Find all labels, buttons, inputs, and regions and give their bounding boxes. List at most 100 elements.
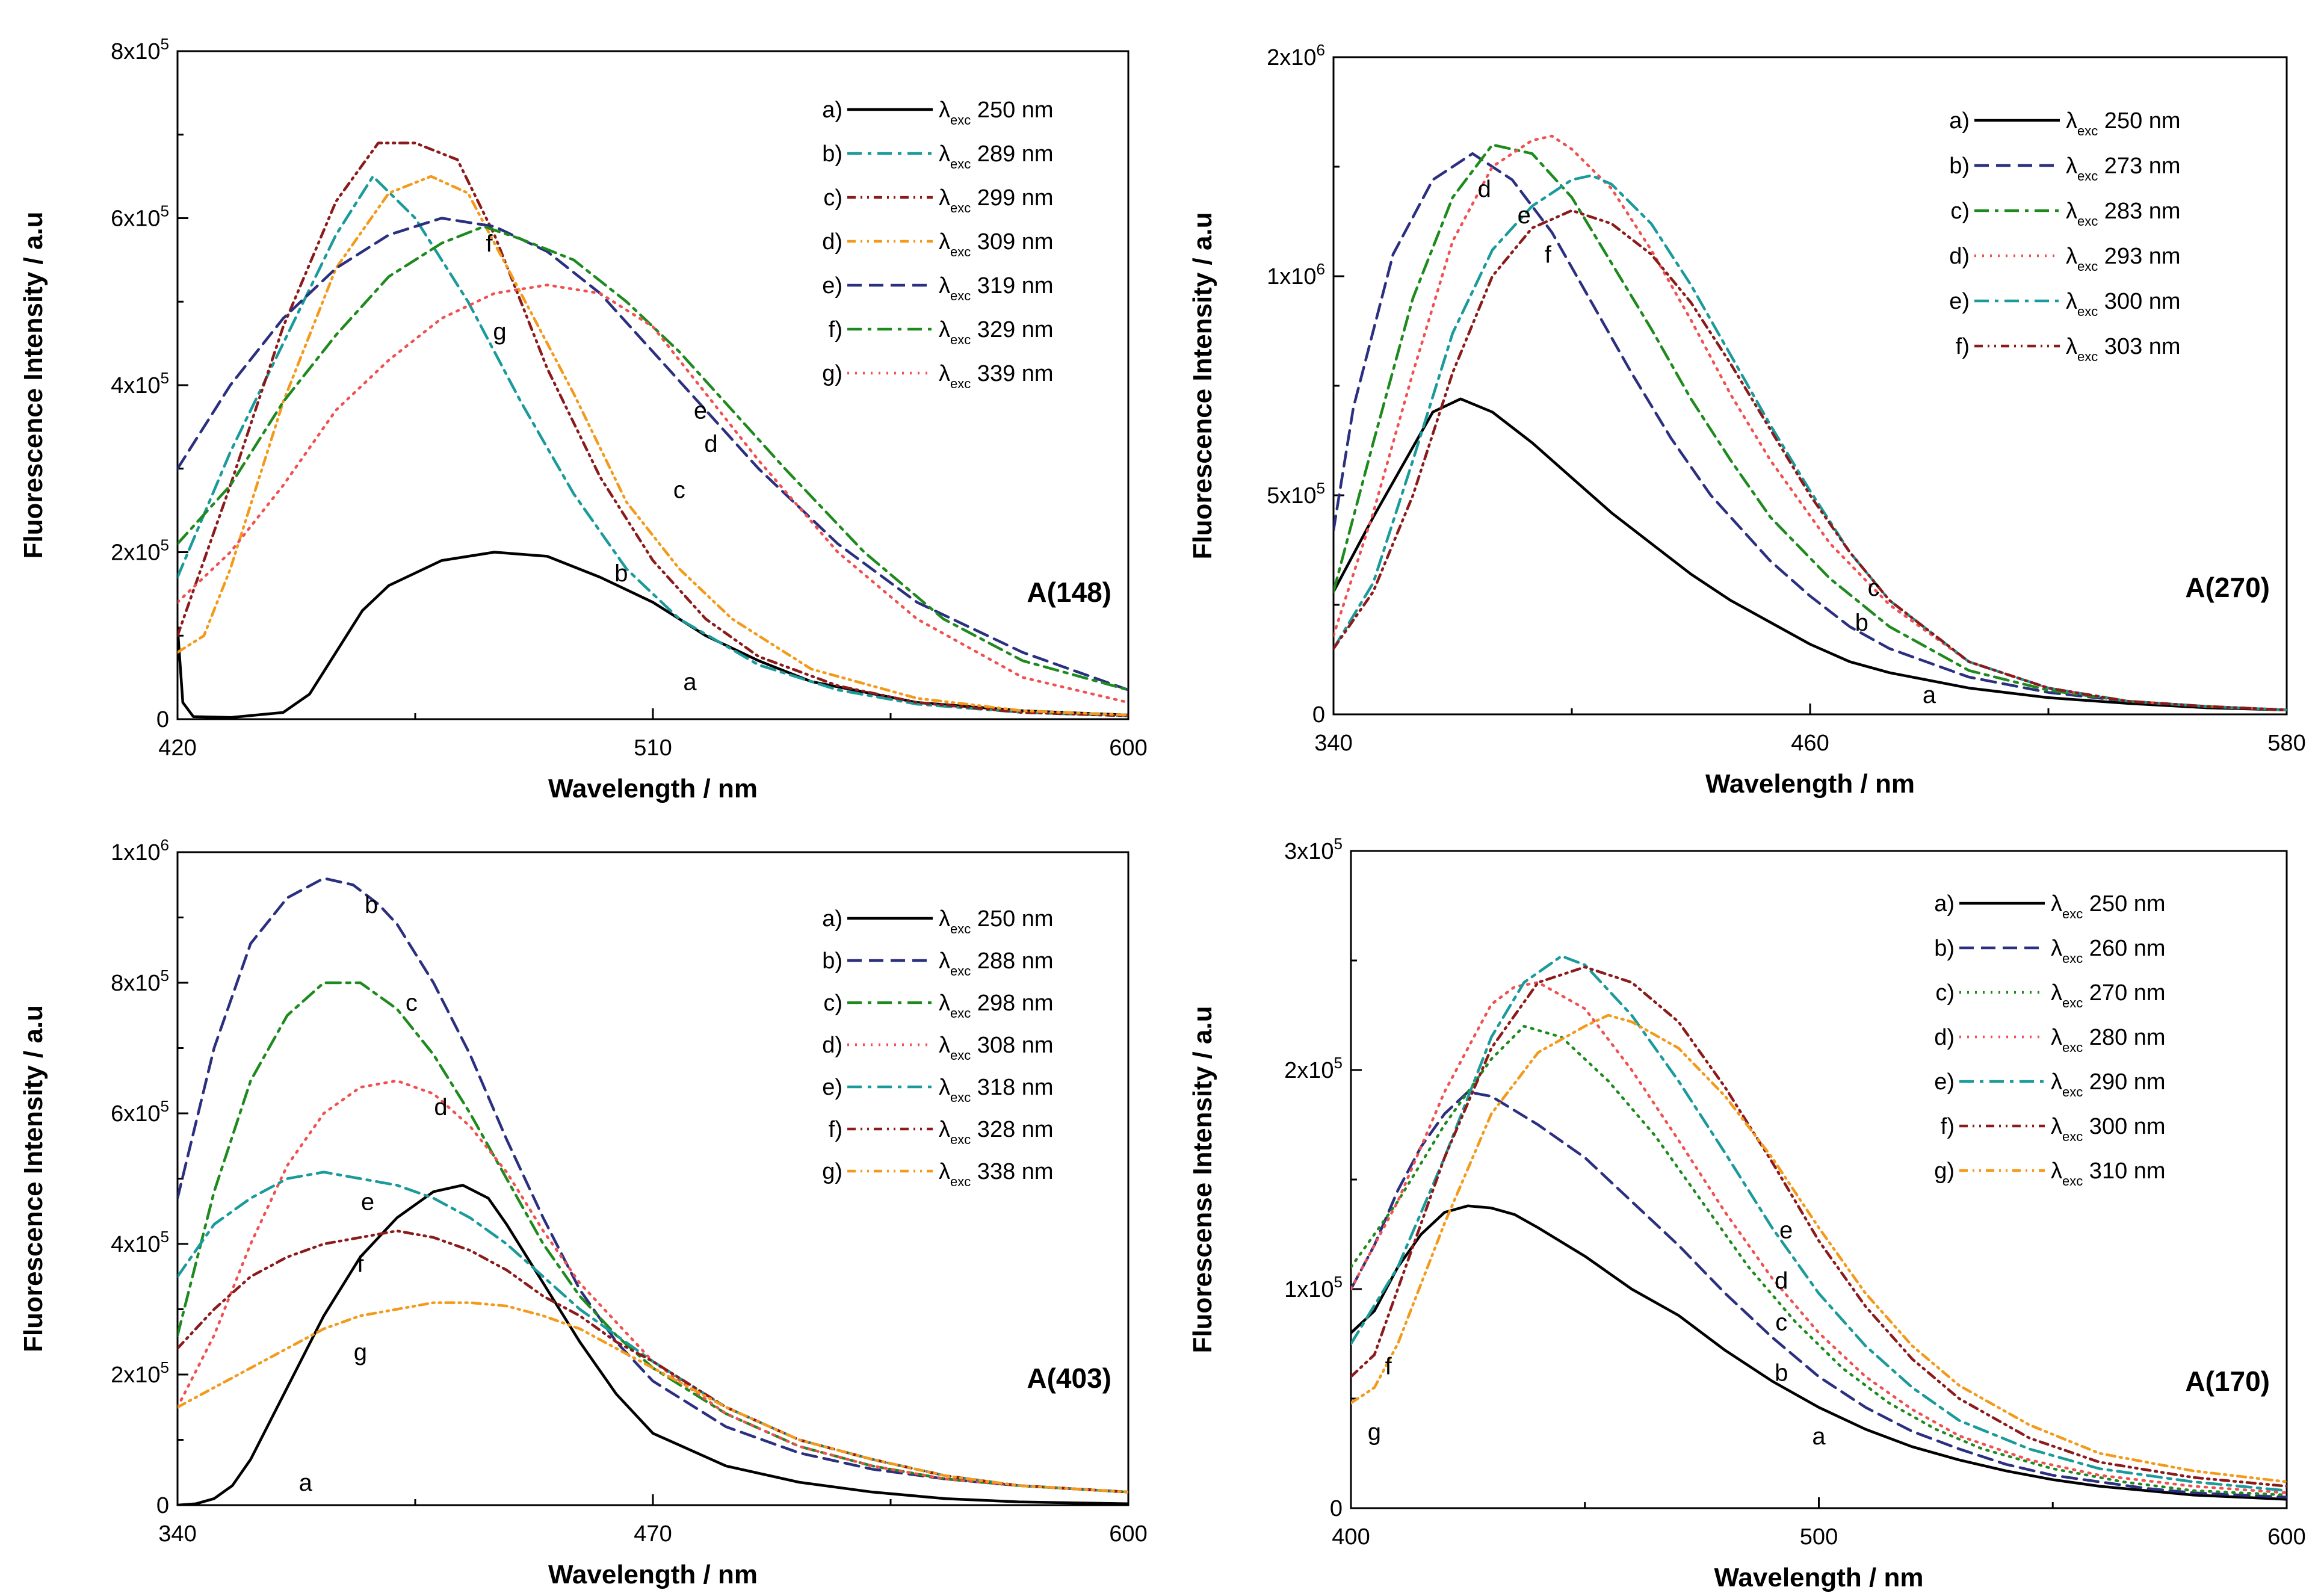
curve-label-e: e [694, 398, 707, 424]
x-axis-title: Wavelength / nm [548, 774, 758, 803]
curve-label-g: g [1368, 1419, 1381, 1446]
legend-prefix: d) [822, 229, 842, 255]
panel-label: A(270) [2185, 572, 2270, 603]
curve-label-f: f [1545, 242, 1552, 268]
series-line-f [178, 1229, 1128, 1494]
legend-prefix: g) [822, 361, 842, 386]
series-line-d [178, 1079, 1128, 1494]
legend-prefix: c) [1935, 980, 1955, 1006]
legend-label: λexc 260 nm [2051, 936, 2166, 966]
series-line-e [1334, 174, 2287, 711]
legend-label: λexc 293 nm [2066, 244, 2181, 274]
legend-label: λexc 300 nm [2051, 1114, 2166, 1144]
panel-label: A(148) [1027, 577, 1111, 608]
x-tick-label: 580 [2267, 731, 2305, 756]
legend-prefix: a) [822, 906, 842, 932]
x-tick-label: 420 [158, 735, 196, 761]
x-tick-label: 600 [2267, 1524, 2305, 1550]
x-tick-label: 500 [1800, 1524, 1838, 1550]
y-tick-label: 2x105 [111, 536, 169, 566]
chart-panel-a170: 400 500 600 0 1x105 2x105 3x105 Wavelength / nm… [1188, 835, 2306, 1592]
curve-label-a: a [1812, 1423, 1826, 1450]
curve-label-g: g [354, 1339, 367, 1366]
legend-prefix: d) [822, 1033, 842, 1058]
series-line-g [1351, 1013, 2287, 1483]
y-tick-label: 3x105 [1284, 835, 1343, 864]
chart-panel-a270: 340 460 580 0 5x105 1x106 2x106 Wavelength / nm… [1188, 41, 2306, 799]
legend-label: λexc 290 nm [2051, 1069, 2166, 1100]
legend-prefix: f) [1941, 1114, 1955, 1139]
series-group [1334, 134, 2287, 711]
curve-label-d: d [434, 1094, 447, 1121]
series-line-g [178, 1301, 1128, 1494]
y-tick-label: 2x106 [1267, 41, 1325, 70]
legend-prefix: d) [1934, 1025, 1955, 1050]
x-tick-label: 460 [1791, 731, 1829, 756]
series-line-c [1334, 143, 2287, 711]
curve-label-f: f [486, 230, 493, 257]
curve-label-a: a [683, 669, 697, 696]
y-tick-label: 1x105 [1284, 1273, 1343, 1302]
curve-label-f: f [357, 1251, 364, 1278]
panel-label: A(170) [2185, 1366, 2270, 1397]
curve-label-b: b [614, 560, 628, 587]
legend-prefix: b) [1949, 153, 1970, 179]
y-tick-label: 0 [1312, 702, 1325, 728]
y-tick-label: 1x106 [111, 836, 169, 865]
series-line-a [1334, 397, 2287, 711]
legend-label: λexc 309 nm [939, 229, 1054, 259]
legend-label: λexc 280 nm [2051, 1025, 2166, 1055]
series-group [1351, 954, 2287, 1501]
legend-label: λexc 250 nm [939, 906, 1054, 936]
y-tick-label: 0 [1330, 1496, 1343, 1521]
legend-label: λexc 339 nm [939, 361, 1054, 391]
y-tick-label: 5x105 [1267, 479, 1325, 509]
curve-label-b: b [1775, 1359, 1788, 1386]
curve-label-e: e [361, 1189, 374, 1215]
legend-label: λexc 288 nm [939, 948, 1054, 979]
panel-label: A(403) [1027, 1362, 1111, 1394]
series-line-c [178, 141, 1128, 717]
legend-label: λexc 328 nm [939, 1117, 1054, 1147]
chart-panel-a403: 340 470 600 0 2x105 4x105 6x105 8x105 1x106 Wavel… [19, 836, 1148, 1589]
y-tick-label: 4x105 [111, 369, 169, 398]
series-group [178, 877, 1128, 1505]
x-tick-label: 400 [1332, 1524, 1370, 1550]
legend-prefix: f) [829, 317, 842, 342]
y-axis-title: Fluorescence Intensity / a.u [19, 211, 48, 558]
x-tick-label: 600 [1109, 735, 1147, 761]
legend-label: λexc 318 nm [939, 1075, 1054, 1105]
curve-label-d: d [1775, 1267, 1788, 1294]
series-line-f [1334, 209, 2287, 711]
series-line-c [1351, 1024, 2287, 1497]
y-tick-label: 8x105 [111, 967, 169, 996]
curve-label-c: c [406, 990, 418, 1016]
curve-label-b: b [365, 892, 378, 918]
series-line-a [178, 1184, 1128, 1505]
legend-label: λexc 329 nm [939, 317, 1054, 347]
series-line-d [178, 175, 1128, 717]
y-tick-label: 2x105 [111, 1358, 169, 1388]
legend-label: λexc 289 nm [939, 141, 1054, 172]
curve-label-d: d [1478, 176, 1491, 202]
y-tick-label: 0 [156, 1493, 169, 1518]
legend-prefix: e) [822, 1075, 842, 1100]
legend-prefix: f) [829, 1117, 842, 1142]
legend-prefix: c) [823, 185, 842, 211]
legend-label: λexc 338 nm [939, 1159, 1054, 1189]
series-line-f [1351, 965, 2287, 1488]
y-tick-label: 8x105 [111, 35, 169, 64]
x-axis-title: Wavelength / nm [1714, 1563, 1924, 1592]
legend-label: λexc 303 nm [2066, 334, 2181, 364]
x-tick-label: 470 [634, 1521, 672, 1547]
legend-label: λexc 250 nm [939, 97, 1054, 128]
legend-label: λexc 299 nm [939, 185, 1054, 215]
y-tick-label: 0 [156, 707, 169, 732]
curve-label-a: a [299, 1470, 313, 1496]
y-axis-title: Fluorescense Intensity / a.u [1188, 1006, 1217, 1353]
legend-prefix: c) [1950, 199, 1970, 224]
legend-prefix: b) [822, 141, 842, 167]
legend-label: λexc 273 nm [2066, 153, 2181, 184]
legend-prefix: a) [822, 97, 842, 123]
legend-label: λexc 250 nm [2066, 108, 2181, 138]
